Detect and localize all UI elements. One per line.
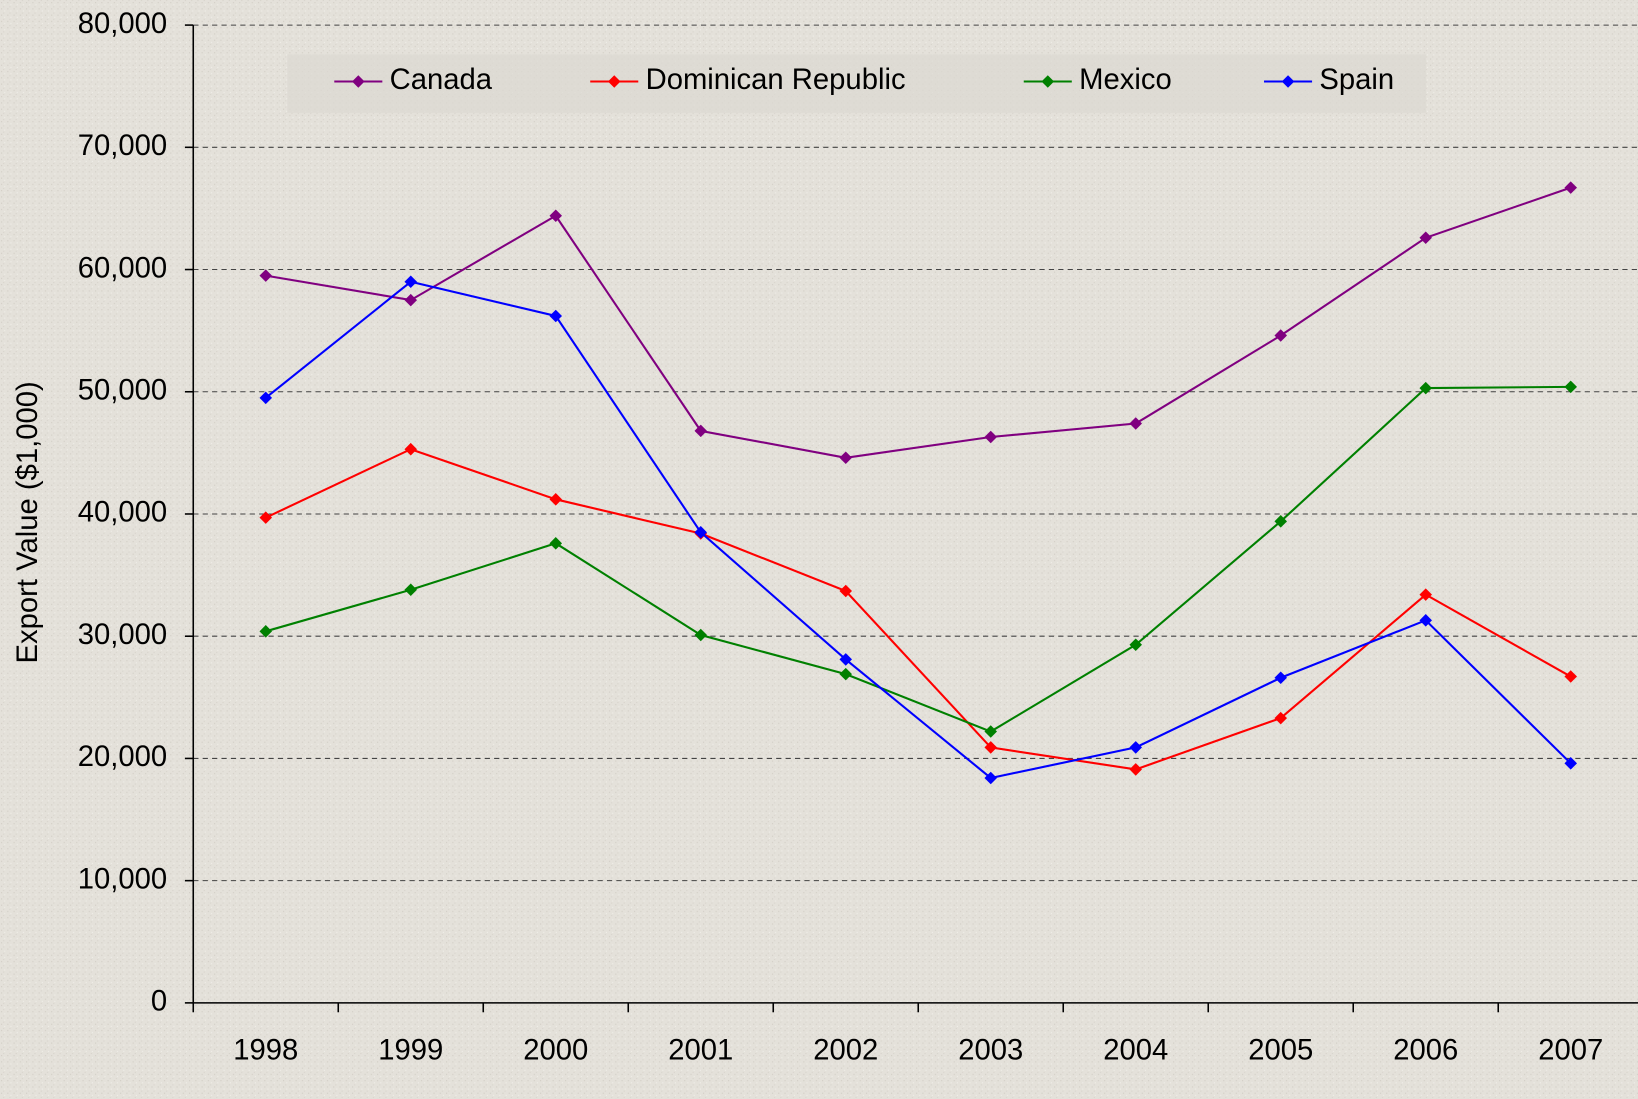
marker (1129, 417, 1143, 430)
series-line (265, 448, 1572, 771)
marker (1419, 381, 1432, 395)
legend-box (287, 54, 1426, 113)
x-tick-label: 2004 (1103, 1035, 1168, 1067)
y-tick-label: 10,000 (78, 863, 167, 895)
legend-label: Dominican Republic (646, 64, 906, 96)
legend-marker (607, 75, 621, 88)
marker (549, 209, 563, 223)
legend-label: Canada (390, 64, 493, 96)
x-tick-label: 2001 (668, 1035, 733, 1067)
x-tick-label: 2003 (958, 1035, 1023, 1067)
series-line (265, 385, 1571, 733)
marker (404, 442, 418, 456)
x-tick-label: 2000 (523, 1035, 588, 1067)
marker (1419, 231, 1432, 245)
marker (839, 653, 853, 666)
y-axis-title: Export Value ($1,000) (12, 381, 44, 663)
marker (1129, 741, 1143, 754)
marker (1419, 588, 1432, 601)
x-tick-label: 2002 (813, 1035, 878, 1067)
y-tick-label: 70,000 (78, 130, 167, 162)
marker (259, 269, 273, 282)
marker (549, 309, 563, 323)
x-tick-label: 2007 (1538, 1035, 1603, 1067)
marker (839, 667, 853, 681)
marker (259, 625, 273, 638)
marker (694, 424, 708, 438)
x-tick-label: 1999 (378, 1035, 443, 1067)
y-tick-label: 80,000 (78, 8, 167, 40)
x-tick-label: 1998 (233, 1035, 298, 1067)
y-tick-label: 30,000 (78, 619, 167, 651)
marker (404, 583, 418, 597)
marker (1564, 380, 1577, 394)
marker (1129, 763, 1143, 776)
legend-label: Mexico (1079, 64, 1172, 96)
legend-marker (352, 75, 365, 88)
series-line (265, 280, 1572, 780)
marker (1564, 757, 1577, 770)
y-tick-label: 60,000 (78, 252, 167, 284)
x-tick-label: 2005 (1248, 1035, 1313, 1067)
marker (1564, 181, 1577, 194)
y-tick-label: 40,000 (78, 497, 167, 529)
marker (1419, 614, 1432, 627)
y-tick-label: 0 (151, 986, 167, 1018)
marker (839, 584, 853, 598)
marker (404, 275, 418, 289)
x-tick-label: 2006 (1393, 1035, 1458, 1067)
series-line (265, 186, 1572, 459)
y-tick-label: 50,000 (78, 374, 167, 406)
marker (839, 451, 853, 465)
legend-label: Spain (1319, 64, 1394, 96)
y-tick-label: 20,000 (78, 741, 167, 773)
marker (1129, 638, 1143, 652)
